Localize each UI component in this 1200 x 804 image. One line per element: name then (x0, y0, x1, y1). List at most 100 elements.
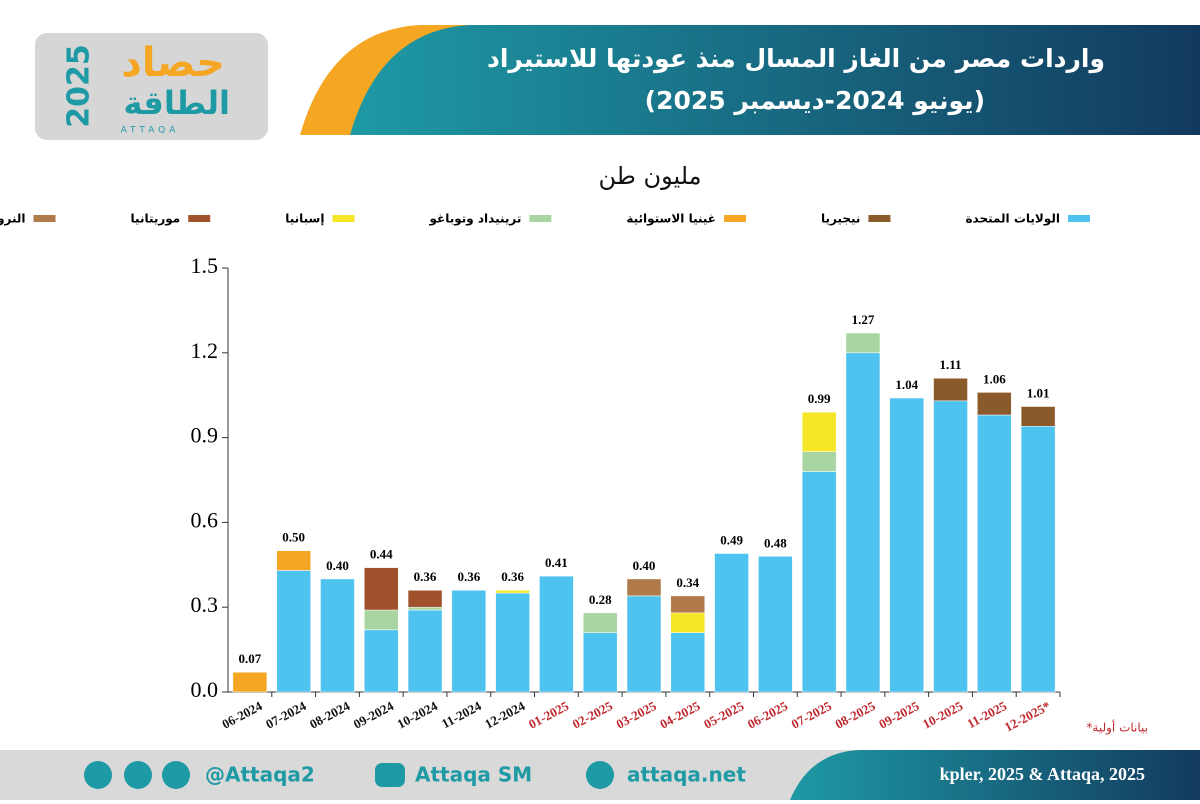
unit-label: مليون طن (598, 162, 701, 190)
bar-segment (1020, 426, 1056, 693)
bar-segment (845, 332, 881, 354)
bar-segment (801, 451, 837, 472)
x-tick-label: 01-2025 (526, 698, 572, 732)
legend-label: النرويج (0, 212, 26, 227)
bar-segment (232, 671, 268, 693)
x-tick-label: 09-2025 (876, 698, 922, 732)
total-label: 0.44 (370, 547, 393, 562)
bar-segment (407, 589, 443, 608)
legend-swatch (332, 215, 355, 222)
legend-label: غينيا الاستوائية (626, 212, 716, 227)
bar-segment (758, 556, 793, 693)
legend-label: إسبانيا (285, 212, 324, 226)
bar-segment (626, 578, 662, 597)
total-label: 1.06 (983, 371, 1006, 386)
legend-label: نيجيريا (821, 212, 860, 226)
x-tick-label: 12-2024 (482, 698, 528, 732)
youtube: Attaqa SM (415, 763, 532, 787)
total-label: 0.41 (545, 555, 568, 570)
title: (يونيو 2024-ديسمبر 2025) (645, 86, 985, 116)
x-tick-label: 06-2025 (745, 698, 791, 732)
bar-segment (407, 606, 443, 611)
website: attaqa.net (627, 763, 746, 787)
x-tick-label: 02-2025 (570, 698, 616, 732)
legend-label: موريتانيا (131, 212, 181, 227)
total-label: 0.07 (239, 651, 262, 666)
total-label: 0.36 (414, 569, 437, 584)
bar-segment (626, 595, 662, 693)
legend-swatch (188, 215, 211, 222)
legend-swatch (529, 215, 552, 222)
bar-segment (1020, 406, 1056, 427)
x-tick-label: 10-2025 (920, 698, 966, 732)
total-label: 0.48 (764, 535, 787, 550)
bar-segment (276, 570, 311, 693)
bar-segment (670, 632, 706, 693)
bar-segment (539, 575, 574, 693)
y-tick-label: 1.2 (191, 338, 219, 363)
y-tick-label: 0.6 (191, 507, 219, 532)
total-label: 1.27 (852, 312, 875, 327)
total-label: 0.49 (720, 532, 743, 547)
total-label: 0.99 (808, 391, 831, 406)
bar-segment (407, 609, 443, 693)
bar-segment (495, 592, 530, 693)
x-tick-label: 05-2025 (701, 698, 747, 732)
total-label: 0.36 (457, 569, 480, 584)
footer-band (790, 750, 1200, 800)
total-label: 1.01 (1027, 385, 1050, 400)
bar-segment (276, 550, 311, 571)
x-tick-label: 09-2024 (351, 698, 397, 732)
y-tick-label: 0.9 (191, 423, 219, 448)
x-tick-label: 07-2024 (263, 698, 309, 732)
x-tick-label: 08-2025 (832, 698, 878, 732)
bar-segment (364, 609, 399, 631)
bar-segment (320, 578, 355, 693)
legend-swatch (868, 215, 891, 222)
y-tick-label: 0.0 (191, 677, 219, 702)
bar-segment (977, 414, 1012, 693)
x-tick-label: 12-2025* (1002, 698, 1053, 735)
x-tick-label: 04-2025 (657, 698, 703, 732)
total-label: 1.04 (895, 377, 918, 392)
note: *بيانات أولية (1086, 720, 1148, 736)
bar-segment (451, 589, 487, 693)
bar-segment (582, 612, 618, 633)
social-handle: @Attaqa2 (205, 763, 315, 787)
x-tick-label: 11-2024 (439, 698, 484, 731)
x-tick-label: 07-2025 (789, 698, 835, 732)
bar-segment (670, 612, 706, 633)
logo-brand: الطاقة (123, 84, 230, 122)
bar-segment (670, 595, 706, 614)
header-band (350, 25, 1200, 135)
logo-year: 2025 (62, 44, 97, 128)
logo-latin: ATTAQA (121, 126, 180, 136)
bar-segment (714, 553, 749, 693)
x-tick-label: 10-2024 (395, 698, 441, 732)
logo-box (35, 33, 268, 140)
bar-segment (364, 567, 399, 611)
legend-swatch (33, 215, 56, 222)
title: واردات مصر من الغاز المسال منذ عودتها لل… (487, 44, 1105, 74)
total-label: 0.50 (282, 530, 305, 545)
bar-segment (933, 377, 968, 402)
total-label: 0.36 (501, 569, 524, 584)
bar-segment (364, 629, 399, 693)
total-label: 0.40 (633, 558, 656, 573)
legend-swatch (724, 215, 746, 222)
y-tick-label: 0.3 (191, 592, 219, 617)
bar-segment (495, 589, 530, 594)
social-icons (84, 761, 614, 789)
bar-segment (977, 392, 1012, 416)
bar-segment (845, 352, 881, 693)
bar-segment (801, 471, 837, 693)
legend-label: الولايات المتحدة (965, 212, 1060, 227)
total-label: 0.40 (326, 558, 349, 573)
total-label: 1.11 (940, 357, 962, 372)
legend-swatch (1068, 215, 1090, 222)
bar-segment (889, 397, 924, 693)
x-tick-label: 08-2024 (307, 698, 353, 732)
x-tick-label: 11-2025 (964, 698, 1009, 731)
legend-label: ترينيداد وتوباغو (428, 212, 521, 227)
